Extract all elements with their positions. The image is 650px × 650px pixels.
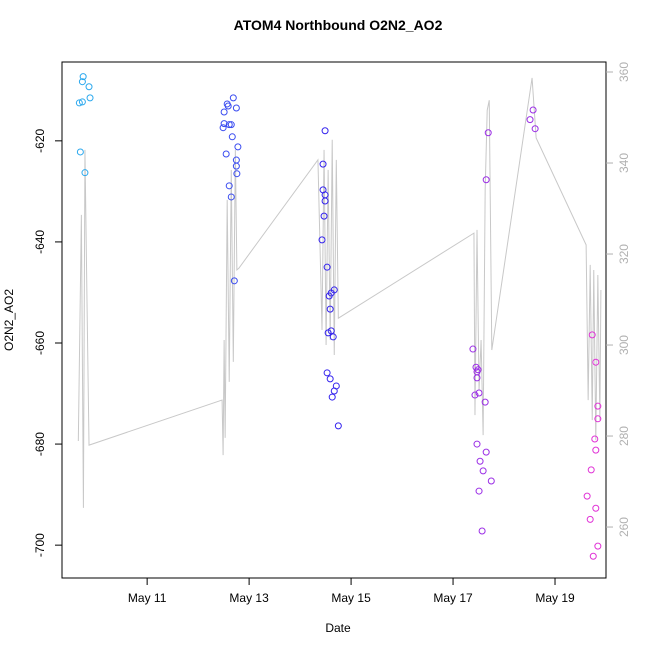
point: [229, 94, 237, 102]
y2-tick-label: 260: [617, 517, 631, 537]
point: [586, 515, 594, 523]
x-tick-label: May 13: [229, 591, 269, 605]
point: [592, 446, 600, 454]
point: [473, 374, 481, 382]
point: [76, 148, 84, 156]
point: [475, 389, 483, 397]
point: [219, 124, 227, 132]
point: [474, 366, 482, 374]
point: [594, 415, 602, 423]
point: [225, 121, 233, 129]
point: [594, 402, 602, 410]
point: [321, 197, 329, 205]
point: [225, 182, 233, 190]
point: [529, 106, 537, 114]
point: [230, 277, 238, 285]
point: [228, 133, 236, 141]
point: [232, 104, 240, 112]
y2-tick-label: 300: [617, 335, 631, 355]
point: [326, 375, 334, 383]
y2-tick-label: 280: [617, 426, 631, 446]
point: [328, 393, 336, 401]
point: [589, 552, 597, 560]
point: [227, 121, 235, 129]
x-tick-label: May 17: [433, 591, 473, 605]
y-tick-label: -700: [33, 533, 47, 557]
point: [487, 477, 495, 485]
point: [471, 391, 479, 399]
point: [85, 83, 93, 91]
point: [326, 305, 334, 313]
chart-title: ATOM4 Northbound O2N2_AO2: [234, 17, 443, 33]
point: [234, 143, 242, 151]
point: [224, 102, 232, 110]
x-tick-label: May 15: [331, 591, 371, 605]
point: [86, 94, 94, 102]
x-tick-label: May 11: [128, 591, 167, 605]
x-axis-label: Date: [325, 621, 351, 635]
point: [75, 99, 83, 107]
point: [479, 467, 487, 475]
point: [481, 398, 489, 406]
y-axis-label: O2N2_AO2: [2, 289, 16, 351]
point: [227, 193, 235, 201]
point: [78, 78, 86, 86]
point: [594, 542, 602, 550]
point: [592, 358, 600, 366]
point: [321, 191, 329, 199]
point: [327, 327, 335, 335]
point: [469, 345, 477, 353]
point: [334, 422, 342, 430]
y2-tick-label: 320: [617, 244, 631, 264]
y2-tick-label: 340: [617, 153, 631, 173]
point: [591, 435, 599, 443]
point: [220, 120, 228, 128]
point: [588, 331, 596, 339]
point: [220, 108, 228, 116]
plot-box: [61, 61, 607, 579]
point: [329, 333, 337, 341]
point: [319, 160, 327, 168]
point: [526, 116, 534, 124]
y2-tick-label: 360: [617, 62, 631, 82]
point: [325, 292, 333, 300]
point: [79, 73, 87, 81]
point: [222, 150, 230, 158]
y-tick-label: -640: [33, 230, 47, 254]
point: [583, 492, 591, 500]
y-tick-label: -620: [33, 129, 47, 153]
point: [320, 212, 328, 220]
point: [81, 169, 89, 177]
point: [473, 440, 481, 448]
point: [476, 457, 484, 465]
point: [78, 98, 86, 106]
point: [321, 127, 329, 135]
y-tick-label: -680: [33, 432, 47, 456]
point: [330, 387, 338, 395]
point: [484, 129, 492, 137]
point: [482, 176, 490, 184]
point: [323, 369, 331, 377]
point: [475, 487, 483, 495]
point: [318, 236, 326, 244]
line: [77, 77, 602, 508]
x-tick-label: May 19: [535, 591, 575, 605]
point: [478, 527, 486, 535]
point: [482, 448, 490, 456]
point: [323, 263, 331, 271]
y-tick-label: -660: [33, 331, 47, 355]
point: [232, 162, 240, 170]
point: [233, 170, 241, 178]
point: [592, 504, 600, 512]
point: [232, 156, 240, 164]
point: [587, 466, 595, 474]
point: [531, 125, 539, 133]
